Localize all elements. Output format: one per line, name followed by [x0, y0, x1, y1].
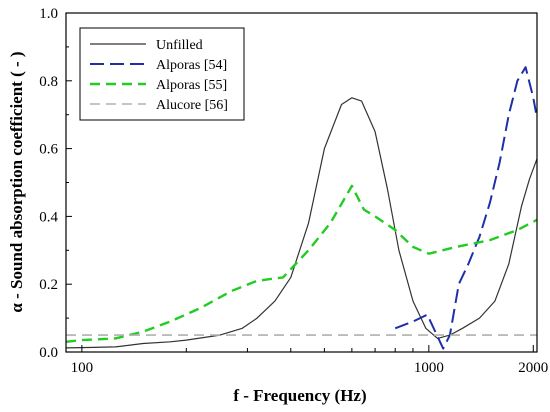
y-tick-label: 0.8 — [39, 74, 58, 90]
x-tick-label: 100 — [71, 360, 94, 376]
legend-label: Alucore [56] — [156, 98, 228, 113]
series-line-1 — [394, 66, 537, 350]
series-layer — [66, 66, 537, 350]
series-line-2 — [66, 184, 537, 343]
legend-label: Unfilled — [156, 38, 203, 53]
y-tick-label: 1.0 — [39, 6, 58, 22]
legend-label: Alporas [55] — [156, 78, 227, 93]
legend-label: Alporas [54] — [156, 58, 227, 73]
y-tick-label: 0.6 — [39, 142, 58, 158]
y-tick-label: 0.0 — [39, 345, 58, 361]
x-tick-label: 1000 — [414, 360, 444, 376]
y-tick-label: 0.2 — [39, 277, 58, 293]
axes-layer: 0.0 0.2 0.4 0.6 0.8 1.0 100 1000 2000 — [39, 6, 548, 376]
legend: Unfilled Alporas [54] Alporas [55] Alucore … — [79, 27, 245, 121]
x-axis-label: f - Frequency (Hz) — [233, 386, 366, 405]
x-tick-label: 2000 — [518, 360, 548, 376]
y-axis-label: α - Sound absorption coefficient ( - ) — [7, 51, 26, 312]
series-line-0 — [66, 97, 537, 349]
y-tick-label: 0.4 — [39, 209, 58, 225]
